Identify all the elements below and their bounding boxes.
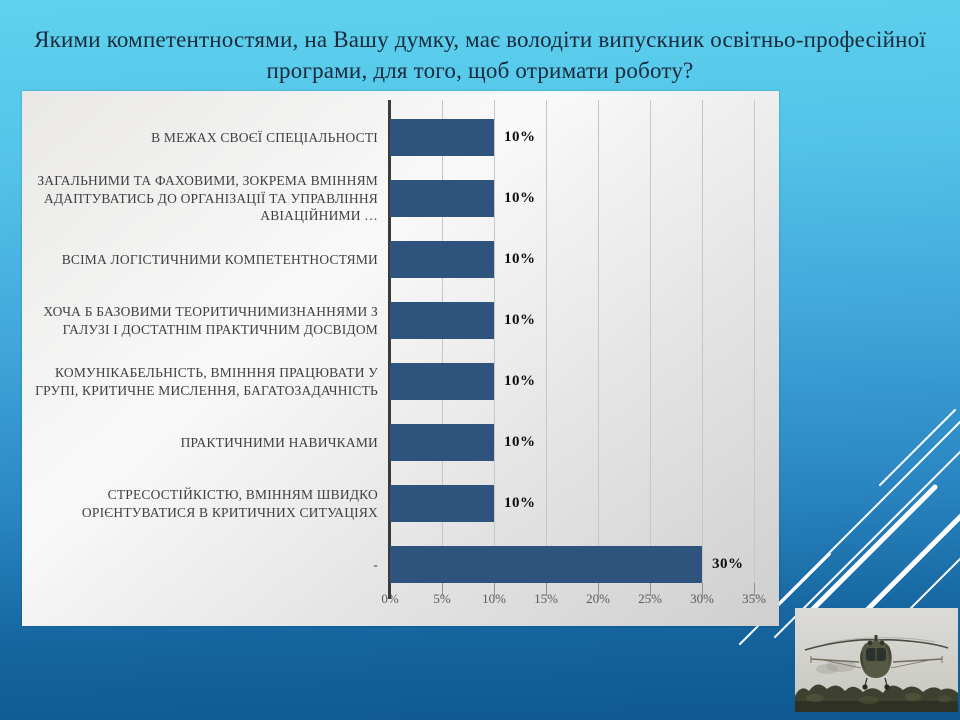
gridline xyxy=(546,100,547,585)
axis-tick xyxy=(598,583,599,596)
bar xyxy=(390,424,494,461)
bar xyxy=(390,546,702,583)
bar xyxy=(390,485,494,522)
value-label: 10% xyxy=(504,129,536,145)
helicopter-image xyxy=(795,608,958,712)
category-label: ЗАГАЛЬНИМИ ТА ФАХОВИМИ, ЗОКРЕМА ВМІННЯМ … xyxy=(37,173,378,224)
category-label: КОМУНІКАБЕЛЬНІСТЬ, ВМІНННЯ ПРАЦЮВАТИ У Г… xyxy=(35,364,378,398)
axis-tick xyxy=(546,583,547,596)
category-label: ПРАКТИЧНИМИ НАВИЧКАМИ xyxy=(180,434,378,450)
category-label: СТРЕСОСТІЙКІСТЮ, ВМІННЯМ ШВИДКО ОРІЄНТУВ… xyxy=(81,486,378,520)
slide-title: Якими компетентностями, на Вашу думку, м… xyxy=(34,27,926,84)
value-label: 10% xyxy=(504,434,536,450)
bar-chart: 0%5%10%15%20%25%30%35%В МЕЖАХ СВОЄЇ СПЕЦ… xyxy=(22,91,779,626)
axis-tick xyxy=(442,583,443,596)
helicopter xyxy=(804,635,949,690)
value-label: 30% xyxy=(712,556,744,572)
bar xyxy=(390,363,494,400)
x-tick-label: 20% xyxy=(586,591,610,606)
gridline xyxy=(442,100,443,585)
value-label: 10% xyxy=(504,312,536,328)
gridline xyxy=(754,100,755,585)
gridline xyxy=(650,100,651,585)
x-tick-label: 25% xyxy=(638,591,662,606)
x-tick-label: 10% xyxy=(482,591,506,606)
value-label: 10% xyxy=(504,251,536,267)
category-label: ХОЧА Б БАЗОВИМИ ТЕОРИТИЧНИМИЗНАННЯМИ З Г… xyxy=(43,303,378,337)
category-label: - xyxy=(373,556,378,572)
value-label: 10% xyxy=(504,373,536,389)
axis-tick xyxy=(754,583,755,596)
bar xyxy=(390,119,494,156)
value-label: 10% xyxy=(504,495,536,511)
category-label: В МЕЖАХ СВОЄЇ СПЕЦІАЛЬНОСТІ xyxy=(151,129,378,145)
y-axis-line xyxy=(388,100,391,599)
axis-tick xyxy=(494,583,495,596)
gridline xyxy=(702,100,703,585)
x-tick-label: 5% xyxy=(433,591,451,606)
value-label: 10% xyxy=(504,190,536,206)
x-tick-label: 35% xyxy=(742,591,766,606)
bar xyxy=(390,180,494,217)
axis-tick xyxy=(650,583,651,596)
bar xyxy=(390,302,494,339)
x-tick-label: 30% xyxy=(690,591,714,606)
gridline xyxy=(598,100,599,585)
category-label: ВСІМА ЛОГІСТИЧНИМИ КОМПЕТЕНТНОСТЯМИ xyxy=(61,251,378,267)
bar xyxy=(390,241,494,278)
axis-tick xyxy=(702,583,703,596)
x-tick-label: 15% xyxy=(534,591,558,606)
gridline xyxy=(494,100,495,585)
